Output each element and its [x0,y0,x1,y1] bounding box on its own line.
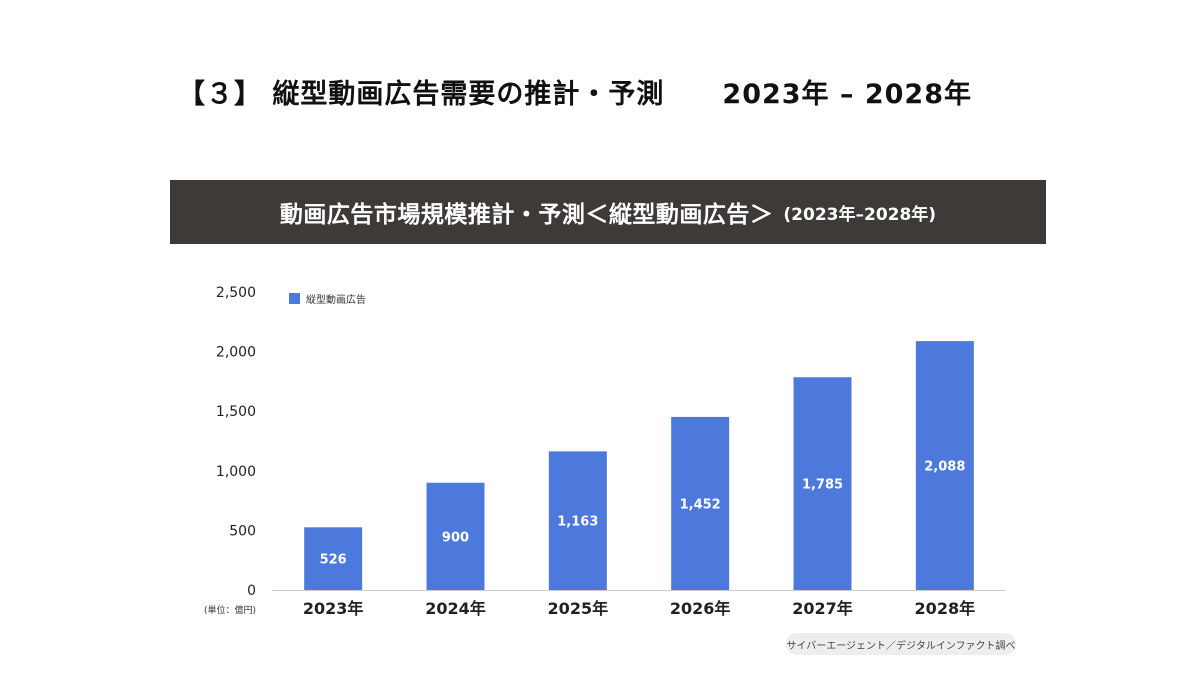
bar-value-label: 1,163 [557,515,598,530]
unit-label: (単位：億円) [204,604,256,616]
x-tick-label: 2024年 [425,599,486,618]
bar-value-label: 1,452 [680,497,721,512]
bar-value-label: 2,088 [924,460,965,475]
legend-label: 縦型動画広告 [306,293,366,306]
bar [548,451,607,590]
chart-banner: 動画広告市場規模推計・予測＜縦型動画広告＞ (2023年–2028年) [170,180,1046,244]
page-title: 【３】 縦型動画広告需要の推計・予測 2023年 – 2028年 [178,72,972,112]
y-tick-label: 1,500 [216,404,256,420]
x-tick-label: 2026年 [670,599,731,618]
banner-subtitle: (2023年–2028年) [783,204,937,225]
y-tick-label: 0 [247,583,256,599]
bar-value-label: 1,785 [802,478,843,493]
y-axis-ticks: 0 500 1,000 1,500 2,000 2,500 [216,285,256,599]
bar [304,527,363,590]
y-tick-label: 500 [229,523,256,539]
x-tick-label: 2025年 [548,599,609,618]
y-tick-label: 2,500 [216,285,256,301]
bar [426,482,485,590]
page-title-text: 【３】 縦型動画広告需要の推計・予測 [178,79,665,110]
bar-value-label: 900 [442,530,469,545]
legend-swatch [289,293,300,304]
x-axis-ticks: 2023年 2024年 2025年 2026年 2027年 2028年 [303,599,975,618]
x-tick-label: 2023年 [303,599,364,618]
bar-value-label: 526 [320,553,347,568]
legend: 縦型動画広告 [289,293,366,306]
y-tick-label: 2,000 [216,345,256,361]
bar [915,341,974,590]
source-note: サイバーエージェント／デジタルインファクト調べ [786,633,1016,655]
y-tick-label: 1,000 [216,464,256,480]
bars: 526 900 1,163 1,452 1,785 2,088 [304,341,974,590]
banner-title: 動画広告市場規模推計・予測＜縦型動画広告＞ [279,202,774,228]
x-tick-label: 2027年 [792,599,853,618]
page-title-range: 2023年 – 2028年 [722,79,972,110]
x-tick-label: 2028年 [915,599,976,618]
bar [671,416,730,590]
bar [793,377,852,590]
